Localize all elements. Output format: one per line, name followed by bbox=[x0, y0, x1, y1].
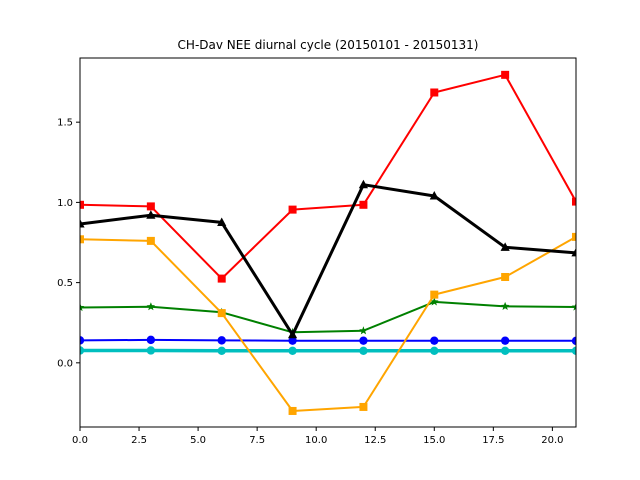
data-point bbox=[288, 336, 297, 345]
data-point bbox=[358, 179, 369, 189]
data-point bbox=[500, 242, 510, 251]
data-point bbox=[80, 303, 85, 312]
x-tick-label: 7.5 bbox=[249, 435, 265, 446]
data-point bbox=[572, 232, 576, 241]
data-point bbox=[429, 190, 439, 200]
data-point bbox=[430, 336, 439, 345]
data-point bbox=[217, 346, 226, 355]
data-point bbox=[80, 200, 84, 209]
data-point bbox=[80, 336, 85, 345]
data-point bbox=[80, 235, 84, 244]
data-point bbox=[146, 346, 156, 355]
data-point bbox=[359, 336, 368, 345]
x-tick-label: 5.0 bbox=[190, 435, 206, 446]
data-point bbox=[500, 336, 510, 345]
data-point bbox=[217, 274, 226, 283]
data-point bbox=[501, 272, 510, 281]
data-point bbox=[288, 205, 297, 214]
data-point bbox=[80, 346, 85, 355]
data-point bbox=[217, 217, 227, 226]
series-line bbox=[80, 338, 576, 342]
data-point bbox=[146, 236, 155, 245]
data-point bbox=[146, 210, 156, 219]
y-tick-label: 1.5 bbox=[57, 118, 73, 129]
series-line bbox=[80, 236, 576, 412]
data-point bbox=[430, 290, 439, 299]
data-point bbox=[80, 219, 85, 228]
data-point bbox=[500, 346, 510, 355]
x-tick-label: 0.0 bbox=[72, 435, 88, 446]
data-point bbox=[430, 297, 439, 306]
y-tick-label: 0.5 bbox=[57, 278, 73, 289]
data-point bbox=[430, 88, 439, 97]
chart-title: CH-Dav NEE diurnal cycle (20150101 - 201… bbox=[178, 38, 479, 52]
data-point bbox=[572, 197, 576, 206]
plot-frame bbox=[79, 57, 577, 428]
data-point bbox=[146, 335, 156, 345]
data-point bbox=[571, 336, 576, 346]
series-line bbox=[80, 73, 576, 280]
x-tick-label: 17.5 bbox=[482, 435, 504, 446]
data-point bbox=[359, 326, 368, 335]
data-point bbox=[288, 346, 297, 355]
data-point bbox=[500, 301, 510, 310]
data-point bbox=[146, 302, 156, 311]
data-point bbox=[359, 402, 368, 411]
plot-area bbox=[80, 70, 576, 415]
x-tick-label: 10.0 bbox=[305, 435, 327, 446]
data-point bbox=[501, 70, 510, 79]
data-point bbox=[288, 406, 297, 415]
data-point bbox=[571, 302, 576, 311]
data-point bbox=[146, 202, 155, 211]
data-point bbox=[217, 336, 226, 345]
data-point bbox=[359, 346, 368, 355]
x-tick-label: 12.5 bbox=[364, 435, 386, 446]
data-point bbox=[430, 346, 439, 355]
x-axis: 0.0 2.5 5.0 7.5 10.0 12.5 15.0 17.5 20.0 bbox=[72, 427, 564, 446]
series-line bbox=[80, 300, 576, 334]
series-line bbox=[80, 183, 576, 337]
data-point bbox=[217, 309, 226, 318]
x-tick-label: 15.0 bbox=[423, 435, 445, 446]
data-point bbox=[287, 329, 298, 339]
x-tick-label: 2.5 bbox=[131, 435, 147, 446]
data-point bbox=[571, 247, 576, 257]
y-tick-label: 0.0 bbox=[57, 358, 73, 369]
y-tick-label: 1.0 bbox=[57, 198, 73, 209]
x-tick-label: 20.0 bbox=[541, 435, 563, 446]
data-point bbox=[359, 200, 368, 209]
data-point bbox=[571, 346, 576, 355]
y-axis: 0.0 0.5 1.0 1.5 bbox=[57, 118, 80, 369]
